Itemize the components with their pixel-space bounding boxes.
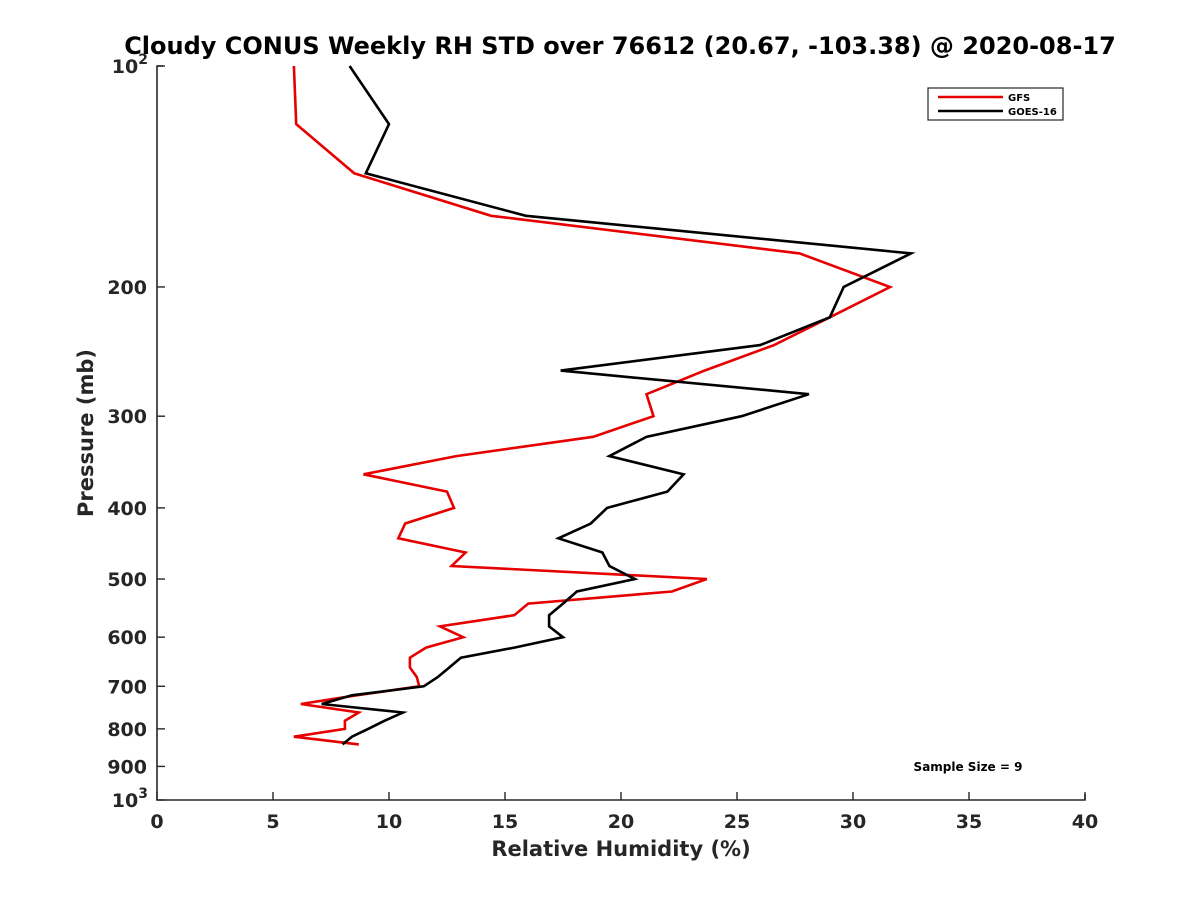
axis-frame — [156, 65, 1086, 801]
y-tick-label: 900 — [107, 756, 147, 778]
chart-title: Cloudy CONUS Weekly RH STD over 76612 (2… — [124, 32, 1116, 60]
axes — [156, 65, 1086, 801]
y-tick-label: 500 — [107, 569, 147, 591]
x-tick-label: 40 — [1072, 811, 1098, 833]
x-axis-label: Relative Humidity (%) — [491, 837, 750, 861]
series-line-goes16 — [321, 65, 916, 746]
x-tick-label: 25 — [724, 811, 750, 833]
y-tick-label: 300 — [107, 406, 147, 428]
legend: GFS GOES-16 — [927, 87, 1064, 121]
x-tick-label: 20 — [608, 811, 634, 833]
x-tick-label: 5 — [266, 811, 279, 833]
y-tick-label: 103 — [112, 786, 148, 812]
y-tick-label: 102 — [112, 52, 148, 78]
legend-label-goes16: GOES-16 — [1008, 107, 1057, 118]
y-tick-label: 700 — [107, 676, 147, 698]
series-line-gfs — [292, 65, 894, 746]
x-tick-label: 35 — [956, 811, 982, 833]
y-tick-label: 200 — [107, 277, 147, 299]
legend-box — [927, 87, 1064, 121]
x-tick-label: 10 — [376, 811, 402, 833]
x-tick-label: 0 — [150, 811, 163, 833]
y-tick-label: 800 — [107, 719, 147, 741]
legend-label-gfs: GFS — [1008, 93, 1030, 104]
x-tick-label: 15 — [492, 811, 518, 833]
y-tick-label: 600 — [107, 627, 147, 649]
x-axis-ticks: 0 5 10 15 20 25 30 35 40 — [150, 792, 1098, 833]
y-tick-label: 400 — [107, 498, 147, 520]
y-axis-label: Pressure (mb) — [74, 349, 98, 517]
x-tick-label: 30 — [840, 811, 866, 833]
y-axis-ticks: 102 200 300 400 500 600 700 800 900 103 — [107, 52, 165, 812]
sample-size-annotation: Sample Size = 9 — [914, 760, 1023, 774]
series-layer — [292, 65, 916, 746]
